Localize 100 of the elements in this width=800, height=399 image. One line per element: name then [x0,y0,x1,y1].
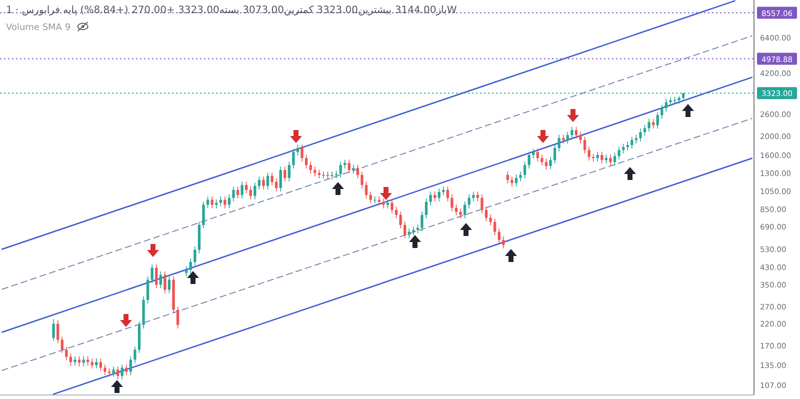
candlestick [254,182,256,200]
candlestick [459,208,462,219]
candlestick [669,96,672,106]
candlestick [588,146,590,161]
candlestick [536,148,539,162]
candlestick [258,176,261,190]
candlestick [364,181,368,199]
candlestick [309,161,312,174]
candlestick [228,194,231,209]
candlestick [146,276,150,304]
candlestick [78,356,81,367]
candlestick [523,161,526,179]
candlestick [519,171,522,182]
candlestick [262,176,265,190]
candlestick [648,118,650,132]
candlestick [600,151,604,164]
candlestick [304,154,308,169]
candlestick [476,191,480,202]
candlestick [613,152,616,166]
candlestick [408,228,410,239]
candlestick [279,166,282,192]
candlestick [472,191,475,202]
candlestick [224,196,226,209]
candlestick [74,356,76,366]
candlestick [390,198,394,214]
candlestick [438,188,440,202]
candlestick [656,111,659,130]
candlestick [404,221,406,239]
candlestick [194,246,196,266]
candlestick [528,151,530,169]
candlestick [574,126,578,139]
candlestick [292,148,295,169]
candlestick [52,318,55,342]
candlestick [412,226,415,236]
candlestick [502,236,505,249]
candlestick [176,306,180,329]
candlestick [116,366,120,380]
candlestick [155,264,158,289]
candlestick [206,196,210,209]
candlestick [450,194,454,212]
candlestick [348,159,350,174]
candlestick [570,126,574,139]
candlestick [82,356,85,367]
candlestick [549,156,552,170]
candlestick [60,336,64,354]
candlestick [284,166,286,182]
candlestick [300,144,304,162]
candlestick [442,186,445,196]
candlestick [90,358,94,369]
candlestick [609,154,612,166]
candlestick [249,186,252,200]
candlestick [506,171,509,184]
candlestick [356,164,360,179]
candlestick [65,346,68,361]
candlestick [480,194,484,214]
candlestick [420,211,424,232]
candlestick [240,181,244,199]
text: باز3144.00 بیشترین3323.00 کمترین3073.00 بسته3323.00 +270.00 (+8.84%) پایه فرابورس · 1W [6,5,457,16]
candlestick [566,131,569,144]
candlestick [493,218,496,236]
candlestick [558,134,560,152]
candlestick [296,144,300,156]
candlestick [125,364,128,376]
candlestick [236,186,240,199]
candlestick [429,191,432,206]
candlestick [514,174,518,187]
candlestick [134,346,136,364]
candlestick [112,366,115,377]
candlestick [56,320,60,344]
candlestick [266,172,270,190]
candlestick [544,158,548,170]
candlestick [168,276,171,294]
candlestick [639,128,642,142]
candlestick [245,181,248,194]
candlestick [424,198,428,219]
candlestick [360,171,364,189]
candlestick [643,124,646,136]
candlestick [454,204,458,216]
candlestick [159,271,162,289]
candlestick [618,146,620,160]
candlestick [498,228,500,244]
candlestick [129,356,132,376]
candlestick [583,136,586,154]
candlestick [274,178,278,192]
candlestick [288,161,291,182]
candlestick [189,258,192,274]
candlestick [622,143,625,154]
candlestick [339,161,342,178]
candlestick [434,191,436,202]
candlestick [489,214,492,226]
candlestick [344,159,346,169]
candlestick [330,171,334,180]
candlestick [630,136,634,149]
candlestick [185,266,188,277]
candlestick [352,164,355,174]
candlestick [484,206,488,222]
candlestick [104,364,106,376]
candlestick [596,151,599,162]
candlestick [95,358,98,369]
candlestick [232,186,235,202]
